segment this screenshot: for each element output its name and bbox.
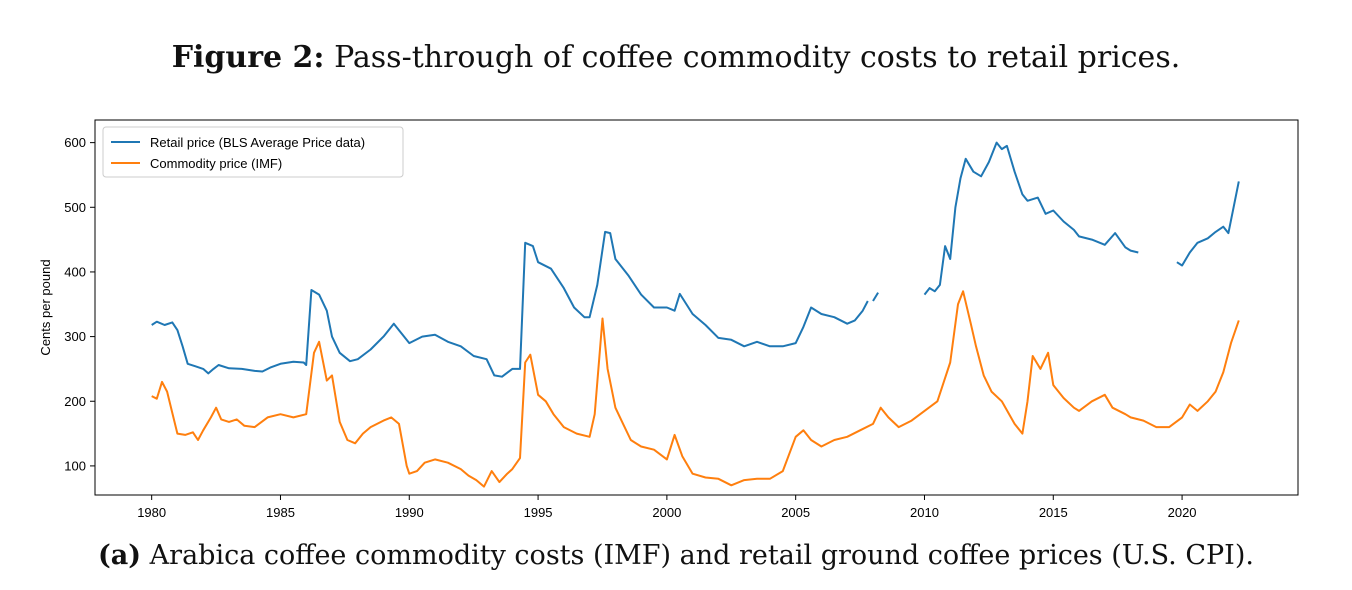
x-tick-label-2020: 2020: [1168, 505, 1197, 520]
x-tick-label-2015: 2015: [1039, 505, 1068, 520]
axes-frame: [94, 119, 1299, 496]
y-tick-label-600: 600: [64, 135, 86, 150]
legend-label-commodity: Commodity price (IMF): [150, 156, 282, 171]
x-tick-label-1980: 1980: [137, 505, 166, 520]
figure-title-text: Pass-through of coffee commodity costs t…: [334, 40, 1181, 75]
y-tick-label-100: 100: [64, 458, 86, 473]
x-tick-label-1985: 1985: [266, 505, 295, 520]
caption-text: Arabica coffee commodity costs (IMF) and…: [149, 540, 1254, 571]
y-tick-label-500: 500: [64, 200, 86, 215]
caption-label: (a): [98, 540, 142, 571]
x-tick-label-2010: 2010: [910, 505, 939, 520]
series-retail-line-segment-3: [923, 141, 1139, 296]
x-tick-label-1995: 1995: [524, 505, 553, 520]
y-tick-label-200: 200: [64, 394, 86, 409]
x-tick-label-1990: 1990: [395, 505, 424, 520]
series-retail-line-segment-1: [151, 230, 869, 378]
figure-title: Figure 2: Pass-through of coffee commodi…: [0, 40, 1352, 75]
legend-label-retail: Retail price (BLS Average Price data): [150, 135, 365, 150]
legend-box: [102, 126, 404, 178]
y-tick-label-300: 300: [64, 329, 86, 344]
y-tick-label-400: 400: [64, 264, 86, 279]
series-retail-line-segment-4: [1176, 181, 1240, 267]
series-retail-line-segment-2: [872, 292, 879, 302]
figure-caption: (a) Arabica coffee commodity costs (IMF)…: [0, 540, 1352, 571]
x-tick-label-2005: 2005: [781, 505, 810, 520]
y-axis-label: Cents per pound: [38, 259, 53, 355]
series-commodity-line-segment-1: [151, 290, 1240, 488]
x-tick-label-2000: 2000: [652, 505, 681, 520]
plot-area: 1980 1985 1990 1995 2000 2005 2010 2015 2020 100 2…: [38, 119, 1299, 520]
figure-label: Figure 2:: [171, 40, 325, 75]
